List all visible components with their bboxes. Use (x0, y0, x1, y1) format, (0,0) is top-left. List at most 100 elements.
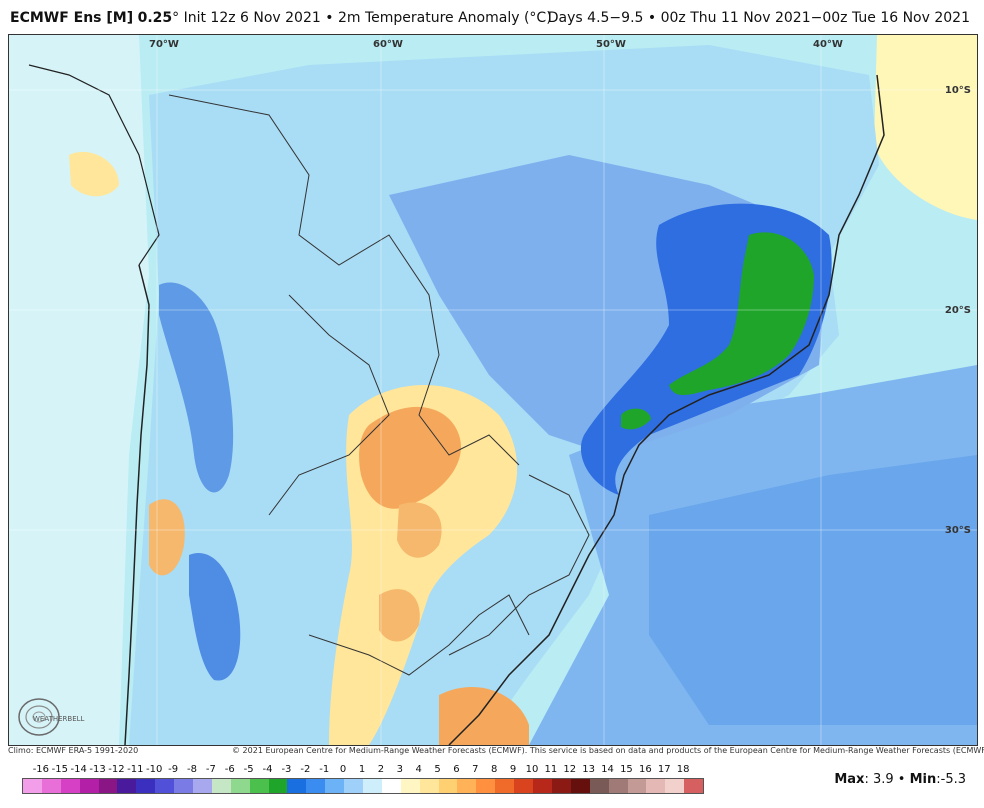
scale-tick-label: -4 (262, 764, 273, 775)
model-name: ECMWF Ens [M] (10, 10, 134, 26)
scale-swatch (514, 779, 534, 793)
scale-swatch (249, 779, 269, 793)
color-scale-labels: -16 -15 -14 -13 -12 -11 -10 -9 -8 -7 -6 -5 -4 -3 -2 -1 0… (22, 764, 702, 778)
scale-swatch (665, 779, 685, 793)
scale-swatch (589, 779, 609, 793)
scale-swatch (41, 779, 61, 793)
degree-sign: ° (172, 10, 180, 26)
scale-tick-label: 13 (582, 764, 596, 775)
scale-tick-label: 6 (453, 764, 460, 775)
scale-swatch (79, 779, 99, 793)
scale-tick-label: 10 (525, 764, 539, 775)
scale-swatch (570, 779, 590, 793)
scale-tick-label: 16 (638, 764, 652, 775)
climo-note: Climo: ECMWF ERA-5 1991-2020 (8, 746, 139, 755)
scale-tick-label: 14 (601, 764, 614, 775)
scale-swatch (627, 779, 647, 793)
variable-name: 2m Temperature Anomaly (°C) (337, 10, 552, 26)
scale-tick-label: 17 (657, 764, 671, 775)
scale-swatch (457, 779, 477, 793)
scale-tick-label: -10 (146, 764, 163, 775)
scale-swatch (608, 779, 628, 793)
map-title: ECMWF Ens [M] 0.25° Init 12z 6 Nov 2021 … (10, 10, 552, 26)
copyright-note: © 2021 European Centre for Medium-Range … (232, 746, 984, 755)
min-value: -5.3 (940, 772, 966, 787)
scale-tick-label: 5 (434, 764, 441, 775)
scale-swatch (325, 779, 345, 793)
scale-swatch (174, 779, 194, 793)
logo-text: WEATHERBELL (33, 715, 85, 723)
valid-period: Days 4.5−9.5 • 00z Thu 11 Nov 2021−00z T… (547, 10, 970, 26)
scale-swatch (400, 779, 420, 793)
scale-swatch (363, 779, 382, 793)
scale-swatch (684, 779, 704, 793)
scale-swatch (211, 779, 231, 793)
scale-tick-label: -1 (319, 764, 330, 775)
scale-tick-label: -2 (300, 764, 311, 775)
scale-swatch (268, 779, 288, 793)
weatherbell-logo: WEATHERBELL (15, 695, 95, 739)
scale-swatch (646, 779, 666, 793)
color-scale-bar (22, 778, 704, 794)
scale-swatch (438, 779, 458, 793)
scale-swatch (155, 779, 175, 793)
anomaly-map: 70°W 60°W 50°W 40°W 10°S 20°S 30°S WEATH… (8, 34, 978, 746)
scale-swatch (117, 779, 137, 793)
scale-swatch (476, 779, 496, 793)
scale-tick-label: -16 (32, 764, 50, 775)
scale-swatch (551, 779, 571, 793)
scale-swatch (193, 779, 212, 793)
scale-swatch (60, 779, 80, 793)
scale-swatch (381, 779, 401, 793)
min-label: Min (909, 772, 937, 787)
scale-tick-label: -3 (281, 764, 292, 775)
max-value: 3.9 (872, 772, 894, 787)
scale-tick-label: 8 (491, 764, 498, 775)
scale-tick-label: 12 (563, 764, 577, 775)
scale-tick-label: 15 (620, 764, 633, 775)
scale-tick-label: 3 (396, 764, 403, 775)
scale-tick-label: -13 (89, 764, 106, 775)
scale-tick-label: -9 (168, 764, 179, 775)
scale-tick-label: 11 (544, 764, 558, 775)
scale-tick-label: -14 (70, 764, 87, 775)
scale-tick-label: 0 (339, 764, 347, 775)
scale-tick-label: -12 (108, 764, 125, 775)
lon-label-50w: 50°W (596, 39, 626, 50)
scale-swatch (98, 779, 118, 793)
scale-tick-label: -15 (51, 764, 68, 775)
scale-tick-label: 9 (509, 764, 517, 775)
lon-label-70w: 70°W (149, 39, 179, 50)
init-time: Init 12z 6 Nov 2021 (183, 10, 321, 26)
scale-swatch (306, 779, 326, 793)
scale-swatch (23, 779, 42, 793)
scale-tick-label: -5 (243, 764, 254, 775)
scale-tick-label: 7 (472, 764, 479, 775)
scale-tick-label: -7 (205, 764, 216, 775)
lon-label-60w: 60°W (373, 39, 403, 50)
map-header: ECMWF Ens [M] 0.25° Init 12z 6 Nov 2021 … (0, 0, 984, 34)
scale-swatch (419, 779, 439, 793)
scale-swatch (344, 779, 364, 793)
scale-tick-label: 1 (358, 764, 366, 775)
lat-label-20s: 20°S (944, 305, 971, 316)
model-resolution: 0.25 (137, 10, 173, 26)
lat-label-10s: 10°S (944, 85, 971, 96)
scale-swatch (495, 779, 515, 793)
scale-tick-label: 18 (676, 764, 690, 775)
scale-swatch (533, 779, 552, 793)
lat-label-30s: 30°S (944, 525, 971, 536)
max-label: Max (834, 772, 865, 787)
scale-tick-label: 4 (415, 764, 422, 775)
scale-tick-label: -8 (187, 764, 197, 775)
title-bullet: • (325, 10, 334, 26)
max-min-readout: Max: 3.9 • Min:-5.3 (834, 772, 966, 787)
scale-tick-label: -11 (127, 764, 144, 775)
scale-tick-label: 2 (377, 764, 385, 775)
scale-swatch (136, 779, 156, 793)
lon-label-40w: 40°W (813, 39, 843, 50)
map-canvas (9, 35, 977, 745)
scale-swatch (287, 779, 307, 793)
scale-swatch (230, 779, 250, 793)
scale-tick-label: -6 (224, 764, 235, 775)
